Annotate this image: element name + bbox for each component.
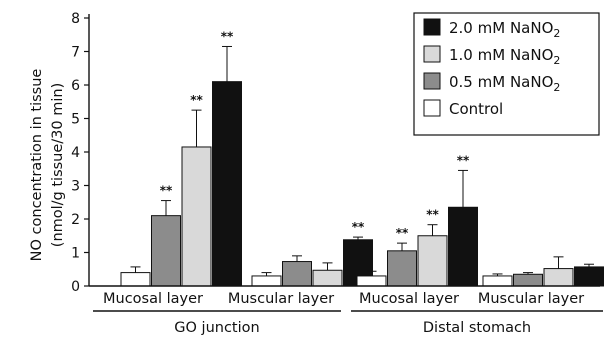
y-tick-label: 5 — [71, 112, 80, 128]
legend-label-subscript: 2 — [553, 81, 560, 94]
bar — [312, 269, 343, 287]
bar — [251, 275, 282, 287]
legend-label-text: 2.0 mM NaNO — [449, 19, 553, 37]
bar — [513, 273, 543, 287]
bar — [574, 266, 604, 287]
y-axis-label-line2: (nmol/g tissue/30 min) — [50, 83, 66, 247]
bar — [151, 215, 181, 287]
legend-swatch — [423, 45, 441, 63]
bar — [543, 268, 574, 287]
bar — [356, 275, 387, 287]
subgroup-label: Mucosal layer — [103, 291, 203, 307]
bar-area: ** ** ** ** ** ** ** — [120, 29, 604, 287]
y-tick-label: 0 — [71, 279, 80, 295]
subgroup-label: Muscular layer — [478, 291, 584, 307]
significance-marker: ** — [396, 226, 409, 240]
legend-swatch — [423, 99, 441, 117]
y-tick-label: 8 — [71, 11, 80, 27]
bar — [387, 250, 417, 287]
legend-box — [413, 12, 600, 136]
bar — [212, 81, 242, 287]
y-tick-label: 2 — [71, 212, 80, 228]
subgroup-label: Muscular layer — [228, 291, 334, 307]
bar — [448, 206, 478, 287]
y-tick-label: 3 — [71, 179, 80, 195]
y-tick-label: 7 — [71, 45, 80, 61]
y-tick-label: 1 — [71, 246, 80, 262]
legend-label-subscript: 2 — [553, 27, 560, 40]
legend-label: 2.0 mM NaNO2 — [449, 19, 560, 40]
subgroup-label: Mucosal layer — [359, 291, 459, 307]
bar — [417, 235, 448, 287]
x-axis: Mucosal layer Muscular layer GO junction Mu… — [89, 285, 603, 336]
y-axis: 0 1 2 3 4 5 6 7 8 — [71, 11, 90, 295]
bar — [120, 272, 151, 287]
legend-label-subscript: 2 — [553, 54, 560, 67]
significance-marker: ** — [160, 184, 173, 198]
legend-label-text: 1.0 mM NaNO — [449, 46, 553, 64]
legend-label-text: 0.5 mM NaNO — [449, 73, 553, 91]
legend-label: 1.0 mM NaNO2 — [449, 46, 560, 67]
y-tick-label: 6 — [71, 78, 80, 94]
legend-swatch — [423, 18, 441, 36]
legend-label: Control — [449, 100, 503, 118]
significance-marker: ** — [457, 153, 470, 167]
legend-label-text: Control — [449, 100, 503, 118]
bar — [181, 146, 212, 287]
bar — [282, 261, 312, 287]
group-label: GO junction — [174, 320, 259, 336]
y-axis-label-line1: NO concentration in tissue — [29, 69, 45, 262]
bar — [482, 275, 513, 287]
group-label: Distal stomach — [423, 320, 531, 336]
significance-marker: ** — [221, 29, 234, 43]
legend-swatch — [423, 72, 441, 90]
significance-marker: ** — [426, 208, 439, 222]
y-tick-label: 4 — [71, 145, 80, 161]
significance-marker: ** — [352, 220, 365, 234]
significance-marker: ** — [190, 93, 203, 107]
legend-label: 0.5 mM NaNO2 — [449, 73, 560, 94]
